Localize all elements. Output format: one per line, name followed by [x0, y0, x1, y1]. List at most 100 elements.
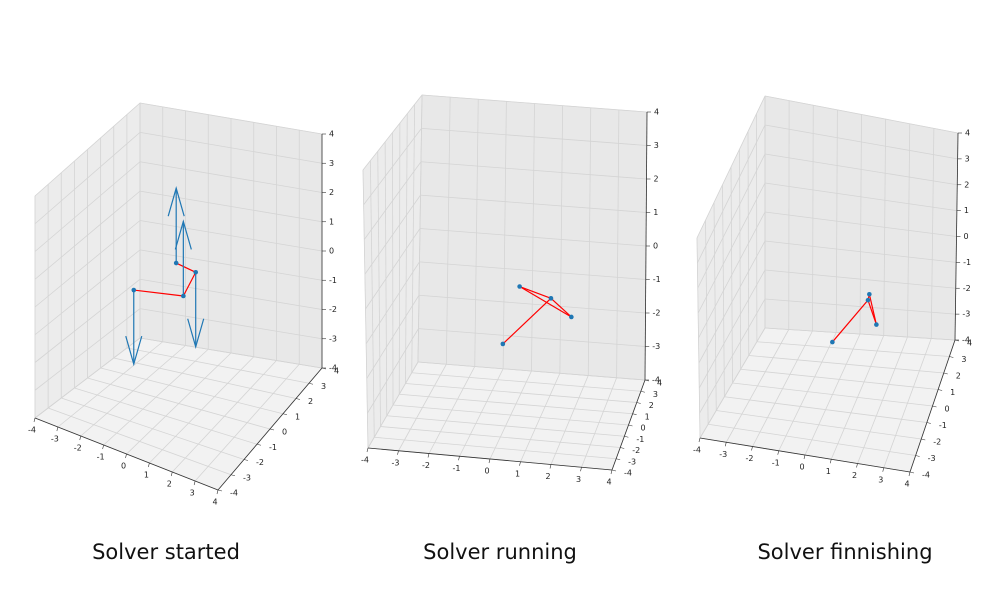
x-tick-label: -1	[772, 458, 780, 467]
y-tick-label: 0	[641, 424, 646, 433]
z-tick-label: 0	[964, 232, 969, 241]
gridline-z-back	[421, 94, 648, 113]
y-tick-label: -1	[636, 435, 644, 444]
caption-solver-finishing: Solver finnishing	[757, 540, 933, 564]
gridline-z-back	[139, 131, 323, 164]
x-tick-label: 1	[144, 471, 149, 480]
gridline-z-back	[139, 220, 323, 252]
caption-solver-running: Solver running	[423, 540, 577, 564]
gridline-z-left	[34, 190, 141, 280]
gridline-y-floor	[740, 368, 939, 390]
x-tick-label: 1	[826, 467, 831, 476]
x-tick-mark	[79, 435, 82, 441]
gridline-z-left	[697, 153, 766, 289]
node-point	[193, 269, 199, 275]
node-point	[548, 296, 554, 301]
y-tick-mark	[269, 428, 275, 431]
z-tick-label: 4	[654, 108, 659, 117]
gridline-z-left	[366, 295, 420, 379]
z-tick-label: 1	[329, 217, 334, 226]
gridline-z-back	[139, 249, 323, 281]
x-tick-label: -3	[719, 450, 727, 459]
x-tick-label: 1	[515, 469, 520, 478]
z-tick-label: -1	[329, 276, 337, 285]
gridline-z-left	[699, 298, 766, 414]
y-tick-label: 1	[295, 412, 300, 421]
gridline-y-floor	[113, 357, 297, 399]
y-tick-mark	[308, 382, 314, 385]
y-tick-mark	[217, 489, 223, 492]
z-tick-label: 3	[965, 154, 970, 163]
y-tick-mark	[632, 413, 637, 416]
z-tick-label: -3	[652, 342, 660, 351]
x-tick-label: 3	[190, 489, 195, 498]
x-tick-mark	[56, 426, 59, 432]
gridline-y-floor	[724, 396, 927, 423]
gridline-z-left	[367, 328, 419, 414]
y-tick-mark	[921, 438, 926, 441]
gridline-z-left	[696, 95, 766, 239]
y-tick-label: -1	[269, 443, 277, 452]
gridline-z-left	[698, 240, 766, 364]
gridline-z-back	[139, 278, 323, 310]
node-point	[500, 341, 506, 347]
force-arrow-head	[174, 219, 192, 250]
x-tick-mark	[580, 467, 582, 472]
z-tick-label: -1	[653, 275, 661, 284]
node-point	[181, 293, 186, 299]
y-tick-label: 2	[956, 372, 961, 381]
x-tick-label: -4	[361, 456, 369, 465]
node-point	[865, 297, 871, 303]
gridline-z-back	[764, 327, 956, 341]
gridline-y-floor	[392, 404, 629, 426]
gridline-z-back	[417, 361, 646, 381]
gridline-z-left	[363, 128, 422, 205]
x-tick-mark	[102, 444, 104, 450]
y-tick-mark	[640, 390, 645, 393]
z-tick-label: -4	[962, 336, 970, 345]
y-tick-mark	[295, 398, 301, 400]
gridline-y-floor	[405, 383, 637, 403]
y-tick-mark	[932, 405, 937, 408]
x-tick-mark	[908, 471, 911, 477]
y-tick-mark	[628, 424, 633, 427]
x-tick-mark	[193, 480, 196, 486]
gridline-z-back	[764, 269, 956, 289]
gridline-y-floor	[374, 436, 617, 460]
gridline-z-left	[34, 308, 141, 391]
x-tick-label: 2	[852, 471, 857, 480]
y-tick-label: 1	[645, 412, 650, 421]
gridline-z-left	[697, 124, 766, 264]
z-tick-label: 0	[653, 242, 658, 251]
z-tick-label: -2	[653, 309, 661, 318]
z-tick-label: 3	[654, 141, 659, 150]
y-tick-mark	[943, 372, 948, 375]
gridline-y-floor	[47, 407, 232, 476]
link-segment	[175, 262, 196, 273]
x-tick-mark	[698, 437, 701, 443]
y-tick-label: 3	[961, 355, 966, 364]
gridline-y-floor	[756, 341, 950, 357]
node-point	[830, 339, 835, 345]
y-tick-label: 0	[282, 428, 287, 437]
gridline-z-left	[363, 161, 422, 240]
z-tick-label: 2	[654, 175, 659, 184]
gridline-z-left	[367, 361, 419, 449]
z-tick-label: 1	[653, 208, 658, 217]
y-tick-label: -3	[243, 473, 251, 482]
y-tick-label: 1	[950, 388, 955, 397]
gridline-y-floor	[100, 367, 284, 415]
gridline-z-left	[34, 161, 141, 252]
y-tick-label: 4	[967, 339, 972, 348]
z-tick-label: -2	[963, 284, 971, 293]
gridline-z-left	[34, 249, 141, 336]
y-tick-label: -2	[632, 446, 640, 455]
gridline-z-back	[139, 190, 323, 223]
x-tick-mark	[125, 453, 127, 459]
gridline-z-back	[139, 161, 323, 193]
gridline-z-back	[764, 211, 957, 237]
z-tick-label: -4	[652, 376, 660, 385]
x-tick-mark	[397, 450, 399, 455]
